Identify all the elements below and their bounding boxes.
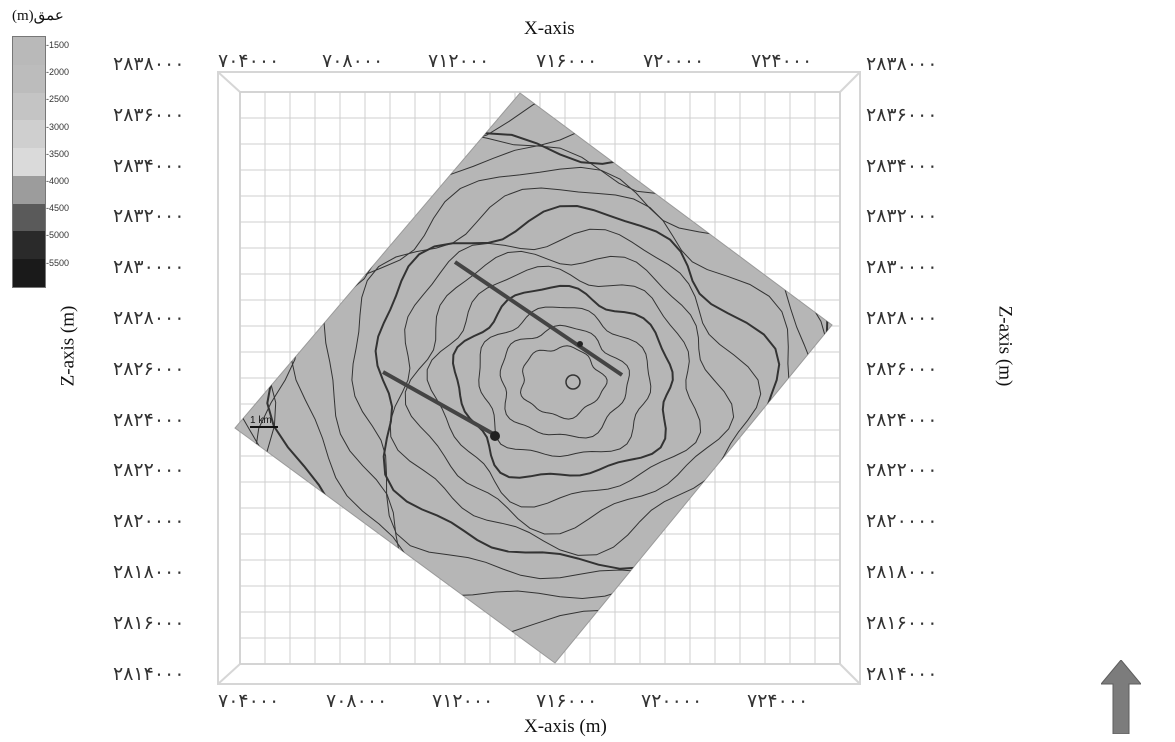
- x-tick-top: ۷۰۴۰۰۰: [218, 50, 279, 73]
- z-tick-right: ۲۸۱۴۰۰۰: [866, 663, 937, 686]
- z-tick-left: ۲۸۳۶۰۰۰: [113, 104, 184, 127]
- well-marker: [577, 341, 583, 347]
- x-tick-bottom: ۷۲۰۰۰۰: [641, 690, 702, 713]
- z-tick-right: ۲۸۳۴۰۰۰: [866, 155, 937, 178]
- legend-swatch: [13, 65, 45, 93]
- legend-tick: -4000: [46, 176, 69, 186]
- legend-swatch: [13, 259, 45, 287]
- scale-bar-label: 1 km: [250, 415, 278, 426]
- x-tick-top: ۷۲۰۰۰۰: [643, 50, 704, 73]
- x-tick-bottom: ۷۰۸۰۰۰: [326, 690, 387, 713]
- grid-frame-corner: [218, 72, 240, 92]
- depth-legend: (m)عمق -1500 -2000 -2500 -3000 -3500 -4000 -45…: [4, 6, 70, 288]
- legend-tick: -3000: [46, 122, 69, 132]
- x-axis-title-top: X-axis: [524, 18, 575, 40]
- z-tick-right: ۲۸۲۸۰۰۰: [866, 307, 937, 330]
- z-tick-left: ۲۸۱۴۰۰۰: [113, 663, 184, 686]
- z-tick-left: ۲۸۳۴۰۰۰: [113, 155, 184, 178]
- north-arrow-icon: [1101, 660, 1141, 734]
- well-marker: [490, 431, 500, 441]
- z-tick-right: ۲۸۳۲۰۰۰: [866, 205, 937, 228]
- legend-swatch: [13, 120, 45, 148]
- grid-frame-corner: [840, 664, 860, 684]
- legend-swatch: [13, 231, 45, 259]
- z-tick-right: ۲۸۲۶۰۰۰: [866, 358, 937, 381]
- legend-swatch: [13, 204, 45, 232]
- legend-title: (m)عمق: [12, 6, 64, 25]
- z-tick-right: ۲۸۲۰۰۰۰: [866, 510, 937, 533]
- z-tick-left: ۲۸۱۸۰۰۰: [113, 561, 184, 584]
- z-tick-left: ۲۸۲۰۰۰۰: [113, 510, 184, 533]
- legend-swatch: [13, 176, 45, 204]
- x-axis-title-bottom: X-axis (m): [524, 716, 607, 738]
- grid-frame-corner: [218, 664, 240, 684]
- z-tick-left: ۲۸۳۰۰۰۰: [113, 256, 184, 279]
- z-tick-right: ۲۸۲۴۰۰۰: [866, 409, 937, 432]
- legend-tick: -2000: [46, 67, 69, 77]
- x-tick-top: ۷۱۲۰۰۰: [428, 50, 489, 73]
- z-tick-left: ۲۸۲۴۰۰۰: [113, 409, 184, 432]
- x-tick-bottom: ۷۱۶۰۰۰: [536, 690, 597, 713]
- x-tick-top: ۷۲۴۰۰۰: [751, 50, 812, 73]
- z-tick-left: ۲۸۳۲۰۰۰: [113, 205, 184, 228]
- z-axis-title-right: Z-axis (m): [993, 306, 1015, 387]
- legend-tick: -4500: [46, 203, 69, 213]
- scale-bar: 1 km: [250, 415, 278, 428]
- grid-frame-corner: [840, 72, 860, 92]
- legend-tick: -1500: [46, 40, 69, 50]
- z-tick-left: ۲۸۲۸۰۰۰: [113, 307, 184, 330]
- x-tick-bottom: ۷۰۴۰۰۰: [218, 690, 279, 713]
- legend-tick: -2500: [46, 94, 69, 104]
- z-axis-title-left: Z-axis (m): [57, 306, 79, 387]
- z-tick-right: ۲۸۳۶۰۰۰: [866, 104, 937, 127]
- legend-swatch: [13, 148, 45, 176]
- z-tick-left: ۲۸۲۲۰۰۰: [113, 459, 184, 482]
- x-tick-top: ۷۱۶۰۰۰: [536, 50, 597, 73]
- z-tick-right: ۲۸۲۲۰۰۰: [866, 459, 937, 482]
- z-tick-left: ۲۸۲۶۰۰۰: [113, 358, 184, 381]
- legend-color-bar: [12, 36, 46, 288]
- x-tick-bottom: ۷۱۲۰۰۰: [432, 690, 493, 713]
- z-tick-left: ۲۸۳۸۰۰۰: [113, 53, 184, 76]
- z-tick-right: ۲۸۳۸۰۰۰: [866, 53, 937, 76]
- legend-swatch: [13, 93, 45, 121]
- scale-bar-line: [250, 426, 278, 428]
- z-tick-left: ۲۸۱۶۰۰۰: [113, 612, 184, 635]
- x-tick-top: ۷۰۸۰۰۰: [322, 50, 383, 73]
- legend-swatch: [13, 37, 45, 65]
- legend-tick: -5000: [46, 230, 69, 240]
- legend-tick: -3500: [46, 149, 69, 159]
- legend-tick: -5500: [46, 258, 69, 268]
- z-tick-right: ۲۸۱۶۰۰۰: [866, 612, 937, 635]
- z-tick-right: ۲۸۱۸۰۰۰: [866, 561, 937, 584]
- z-tick-right: ۲۸۳۰۰۰۰: [866, 256, 937, 279]
- x-tick-bottom: ۷۲۴۰۰۰: [747, 690, 808, 713]
